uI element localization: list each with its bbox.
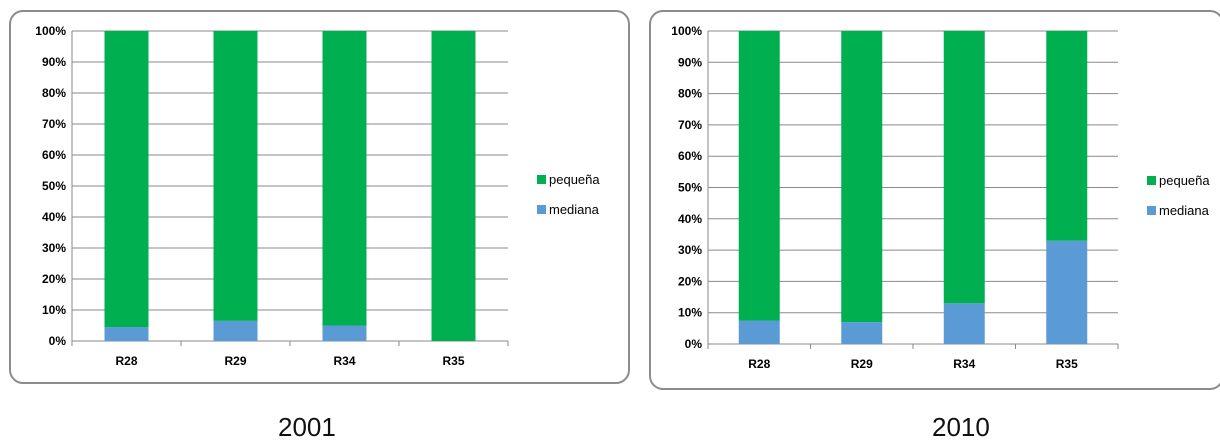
y-tick-label-2010-7: 70% xyxy=(678,118,702,132)
bar-2010-R34-mediana xyxy=(943,303,985,344)
x-tick-label-2001-R35: R35 xyxy=(442,354,464,368)
y-tick-label-2010-1: 10% xyxy=(678,306,702,320)
bar-2010-R28-mediana xyxy=(738,320,780,344)
y-tick-label-2001-7: 70% xyxy=(42,117,66,131)
y-tick-label-2010-5: 50% xyxy=(678,181,702,195)
x-tick-label-2001-R29: R29 xyxy=(224,354,246,368)
x-tick-label-2001-R34: R34 xyxy=(333,354,355,368)
legend-label-2001-mediana: mediana xyxy=(549,202,600,217)
y-tick-label-2001-0: 0% xyxy=(49,334,67,348)
x-tick-label-2010-R35: R35 xyxy=(1056,357,1078,371)
legend-label-2010-pequeña: pequeña xyxy=(1159,173,1210,188)
chart-title-2001: 2001 xyxy=(278,412,336,442)
bar-2010-R28-pequeña xyxy=(738,31,780,321)
y-tick-label-2010-3: 30% xyxy=(678,243,702,257)
y-tick-label-2001-3: 30% xyxy=(42,241,66,255)
legend-swatch-2001-mediana xyxy=(537,205,546,214)
bar-2001-R28-mediana xyxy=(104,327,149,341)
bar-2001-R28-pequeña xyxy=(104,31,149,328)
bar-2001-R35-pequeña xyxy=(431,31,476,341)
bar-2010-R35-pequeña xyxy=(1046,31,1088,241)
chart-title-2010: 2010 xyxy=(932,412,990,442)
y-tick-label-2010-9: 90% xyxy=(678,55,702,69)
y-tick-label-2001-4: 40% xyxy=(42,210,66,224)
y-tick-label-2001-10: 100% xyxy=(35,24,66,38)
x-tick-label-2010-R28: R28 xyxy=(748,357,770,371)
bar-2010-R35-mediana xyxy=(1046,240,1088,344)
legend-label-2010-mediana: mediana xyxy=(1159,203,1210,218)
y-tick-label-2010-6: 60% xyxy=(678,149,702,163)
bar-2001-R29-pequeña xyxy=(213,31,258,321)
y-tick-label-2001-5: 50% xyxy=(42,179,66,193)
y-tick-label-2001-2: 20% xyxy=(42,272,66,286)
x-tick-label-2010-R29: R29 xyxy=(851,357,873,371)
y-tick-label-2001-8: 80% xyxy=(42,86,66,100)
y-tick-label-2010-4: 40% xyxy=(678,212,702,226)
x-tick-label-2010-R34: R34 xyxy=(953,357,975,371)
legend-swatch-2010-mediana xyxy=(1147,206,1156,215)
bar-2001-R29-mediana xyxy=(213,320,258,341)
legend-swatch-2001-pequeña xyxy=(537,175,546,184)
bar-2001-R34-mediana xyxy=(322,325,367,341)
legend-label-2001-pequeña: pequeña xyxy=(549,172,600,187)
y-tick-label-2001-9: 90% xyxy=(42,55,66,69)
y-tick-label-2001-1: 10% xyxy=(42,303,66,317)
bar-2010-R34-pequeña xyxy=(943,31,985,304)
bar-2010-R29-mediana xyxy=(841,322,883,344)
y-tick-label-2010-10: 100% xyxy=(671,24,702,38)
y-tick-label-2001-6: 60% xyxy=(42,148,66,162)
bar-2001-R34-pequeña xyxy=(322,31,367,326)
y-tick-label-2010-0: 0% xyxy=(685,337,703,351)
legend-swatch-2010-pequeña xyxy=(1147,176,1156,185)
y-tick-label-2010-8: 80% xyxy=(678,87,702,101)
x-tick-label-2001-R28: R28 xyxy=(115,354,137,368)
y-tick-label-2010-2: 20% xyxy=(678,274,702,288)
bar-2010-R29-pequeña xyxy=(841,31,883,323)
